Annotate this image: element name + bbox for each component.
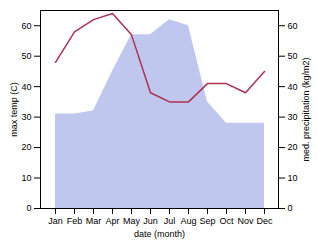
svg-text:Aug: Aug xyxy=(180,216,196,226)
svg-text:0: 0 xyxy=(26,203,31,213)
svg-text:30: 30 xyxy=(288,112,298,122)
svg-text:date (month): date (month) xyxy=(134,229,185,239)
svg-text:10: 10 xyxy=(288,173,298,183)
svg-text:Jun: Jun xyxy=(143,216,158,226)
svg-text:Jul: Jul xyxy=(164,216,176,226)
svg-text:40: 40 xyxy=(288,82,298,92)
svg-text:60: 60 xyxy=(288,21,298,31)
svg-text:50: 50 xyxy=(21,51,31,61)
svg-text:Apr: Apr xyxy=(105,216,119,226)
svg-text:30: 30 xyxy=(21,112,31,122)
svg-text:10: 10 xyxy=(21,173,31,183)
svg-text:Nov: Nov xyxy=(237,216,254,226)
svg-text:60: 60 xyxy=(21,21,31,31)
svg-text:40: 40 xyxy=(21,82,31,92)
svg-text:Sep: Sep xyxy=(199,216,215,226)
svg-text:20: 20 xyxy=(288,142,298,152)
svg-text:May: May xyxy=(123,216,141,226)
svg-text:Oct: Oct xyxy=(219,216,234,226)
svg-text:50: 50 xyxy=(288,51,298,61)
svg-text:0: 0 xyxy=(288,203,293,213)
svg-text:Mar: Mar xyxy=(86,216,102,226)
svg-text:Feb: Feb xyxy=(67,216,83,226)
svg-text:med. precipitation (kg/m2): med. precipitation (kg/m2) xyxy=(301,57,311,161)
svg-text:Jan: Jan xyxy=(48,216,63,226)
svg-text:max temp (C): max temp (C) xyxy=(9,82,19,137)
svg-text:20: 20 xyxy=(21,142,31,152)
svg-text:Dec: Dec xyxy=(256,216,273,226)
